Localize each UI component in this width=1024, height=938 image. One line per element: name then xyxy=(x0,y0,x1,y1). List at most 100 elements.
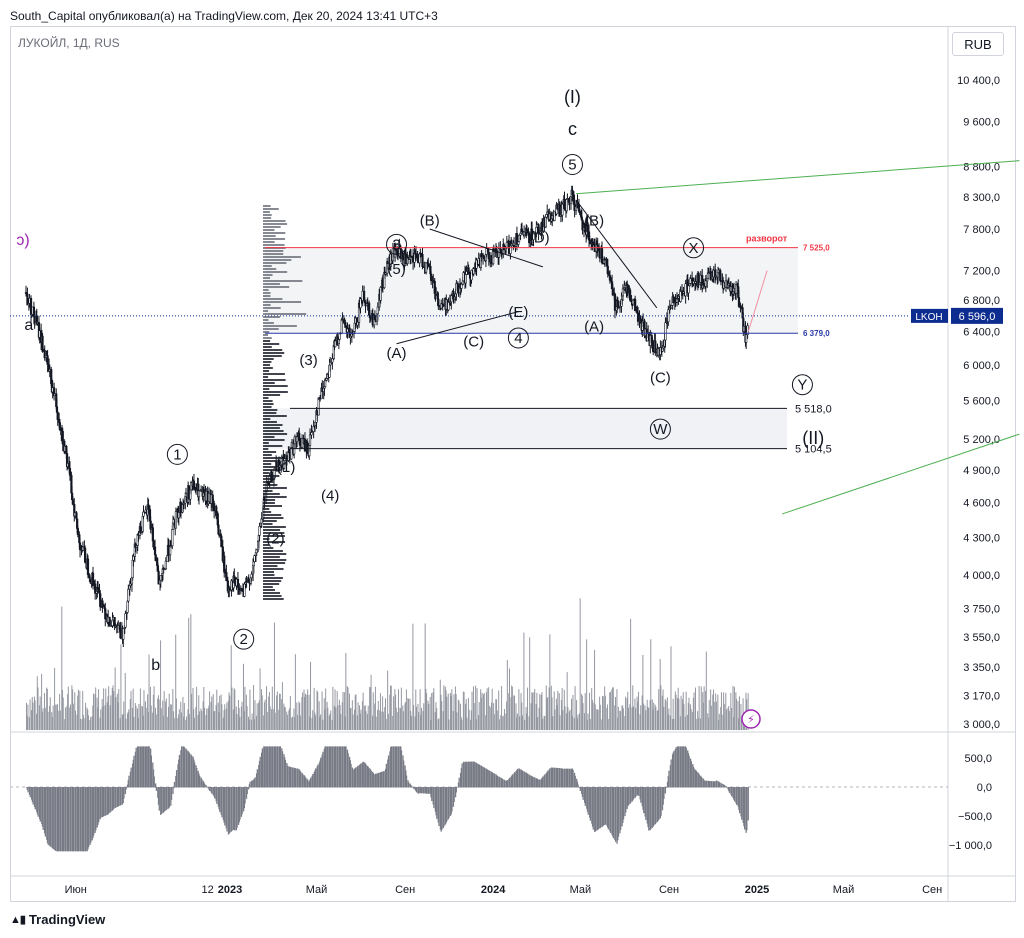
volume-bar xyxy=(470,719,472,730)
profile-bar xyxy=(263,415,287,417)
volume-bar xyxy=(121,714,123,730)
oscillator-bar xyxy=(224,787,226,826)
volume-bar xyxy=(62,697,64,730)
oscillator-bar xyxy=(298,769,300,788)
volume-bar xyxy=(466,717,468,730)
profile-bar xyxy=(263,277,271,279)
volume-bar xyxy=(553,691,555,730)
wave-label: (C) xyxy=(650,369,671,386)
profile-bar xyxy=(263,550,283,552)
time-tick-label: 2024 xyxy=(481,884,506,896)
oscillator-bar xyxy=(636,787,638,796)
volume-bar xyxy=(263,715,265,730)
profile-bar xyxy=(263,595,282,597)
volume-bar xyxy=(496,699,498,730)
volume-bar xyxy=(722,714,724,730)
candle-body xyxy=(139,526,142,533)
tradingview-logo[interactable]: ▲▮ TradingView xyxy=(10,912,105,927)
volume-bar xyxy=(410,710,412,730)
candle-body xyxy=(672,296,675,304)
wave-labels: (I)c5(B)(D)(B)3(5)X(E)(A)4(A)(C)(C) YW (II… xyxy=(16,87,824,674)
oscillator-bar xyxy=(334,746,336,788)
oscillator-bar xyxy=(725,785,727,788)
oscillator-bar xyxy=(203,782,205,788)
oscillator-bar xyxy=(733,787,735,800)
volume-bar xyxy=(105,688,107,730)
candle-body xyxy=(273,468,276,478)
symbol-title[interactable]: ЛУКОЙЛ, 1Д, RUS xyxy=(18,36,120,50)
oscillator-bar xyxy=(139,746,142,788)
oscillator-bar xyxy=(112,787,114,810)
volume-bar xyxy=(726,709,727,730)
oscillator-bar xyxy=(707,780,709,788)
oscillator-bar xyxy=(586,787,588,809)
oscillator-bar xyxy=(547,770,549,788)
volume-bar xyxy=(213,711,215,730)
volume-bar xyxy=(354,695,356,730)
volume-bar xyxy=(646,699,648,730)
volume-bar xyxy=(725,692,727,730)
oscillator-bar xyxy=(119,787,121,806)
volume-bar xyxy=(561,687,563,730)
oscillator-bar xyxy=(659,787,661,819)
volume-bar xyxy=(586,719,588,730)
oscillator-bar xyxy=(683,746,685,788)
profile-bar xyxy=(263,487,287,489)
volume-bar xyxy=(170,704,172,730)
oscillator-bar xyxy=(516,769,518,788)
oscillator-bar xyxy=(127,780,129,788)
profile-bar xyxy=(263,334,269,336)
volume-bar xyxy=(526,713,528,730)
volume-bar xyxy=(723,703,725,730)
currency-button[interactable]: RUB xyxy=(952,32,1004,56)
oscillator-bar xyxy=(597,787,599,830)
trend-line xyxy=(576,160,1020,195)
volume-bar xyxy=(488,687,490,730)
volume-bar xyxy=(428,703,430,730)
time-axis: Июн 12 2023 Май Сен 2024 Май Сен 2025 Май Сен xyxy=(65,884,943,896)
profile-bar xyxy=(263,547,274,549)
volume-bar xyxy=(312,710,314,730)
volume-bar xyxy=(457,699,459,730)
volume-bar xyxy=(614,697,616,730)
oscillator-bar xyxy=(71,787,73,852)
oscillator-bar xyxy=(328,746,331,788)
volume-bar xyxy=(656,710,658,730)
volume-bar xyxy=(733,686,735,730)
volume-bar xyxy=(268,696,270,730)
candle-body xyxy=(356,321,359,326)
oscillator-bar xyxy=(533,777,535,788)
oscillator-bar xyxy=(357,765,359,788)
oscillator-bar xyxy=(316,766,318,788)
oscillator-bar xyxy=(51,787,54,849)
candle-body xyxy=(523,231,526,236)
candle-body xyxy=(571,189,574,196)
candle-body xyxy=(26,293,29,306)
oscillator-bar xyxy=(138,746,140,788)
oscillator-bar xyxy=(478,764,481,788)
trend-line xyxy=(575,199,658,309)
volume-bar xyxy=(225,708,227,730)
oscillator-bar xyxy=(620,787,622,830)
volume-bar xyxy=(336,691,338,730)
wave-label: (I) xyxy=(564,87,581,107)
oscillator-bar xyxy=(76,787,78,852)
range-zone-upper xyxy=(265,247,798,334)
volume-bar xyxy=(523,632,525,730)
oscillator-bar xyxy=(44,787,47,837)
volume-bar xyxy=(584,693,586,730)
price-tick-label: 7 800,0 xyxy=(963,224,1000,236)
oscillator-bar xyxy=(299,770,301,788)
wave-label: 5 xyxy=(568,156,576,173)
oscillator-bar xyxy=(36,787,38,812)
volume-bar xyxy=(95,687,97,730)
profile-bar xyxy=(263,586,273,588)
oscillator-bar xyxy=(708,780,710,788)
volume-bar xyxy=(233,688,235,730)
oscillator-bar xyxy=(609,787,611,832)
volume-bar xyxy=(297,714,299,730)
volume-bar xyxy=(597,709,599,730)
profile-bar xyxy=(263,391,288,393)
candle-body xyxy=(298,437,302,446)
